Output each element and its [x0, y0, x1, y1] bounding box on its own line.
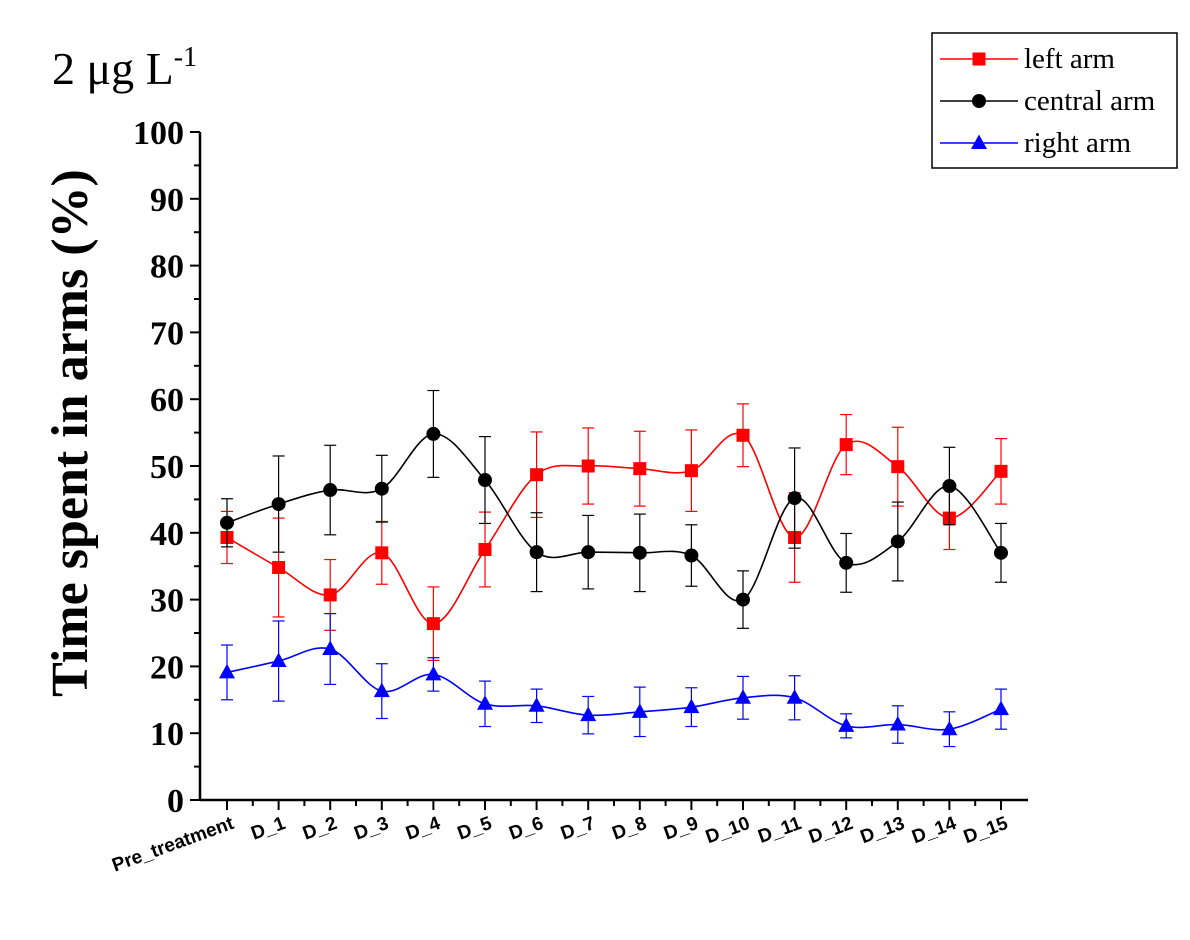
left-arm-line	[226, 432, 1002, 625]
x-tick-label: D_2	[300, 813, 340, 845]
y-axis-title: Time spent in arms (%)	[42, 169, 99, 697]
right-arm-point	[683, 698, 700, 714]
y-tick-label: 100	[133, 115, 184, 152]
y-tick-label: 60	[150, 382, 184, 419]
central-arm-point	[323, 483, 338, 498]
legend-item-right-arm: right arm	[940, 127, 1132, 159]
right-arm-point	[941, 720, 958, 736]
legend-marker-left-arm	[972, 52, 986, 66]
x-axis-ticks: Pre_treatment D_1 D_2 D_3 D_4 D_5 D_6 D_7 D_8 D_9…	[109, 800, 1011, 876]
y-tick-label: 0	[167, 783, 184, 820]
legend-label-right-arm: right arm	[1024, 127, 1132, 159]
x-tick-label: D_3	[352, 813, 392, 845]
central-arm-point	[736, 592, 750, 607]
central-arm-point	[220, 515, 234, 530]
right-arm-point	[786, 689, 803, 704]
right-arm-point	[477, 695, 493, 710]
central-arm-point	[478, 473, 492, 488]
x-tick-label: D_13	[858, 813, 908, 848]
y-axis-ticks: 0 10 20 30 40 50 60 70 80 90 100	[133, 115, 200, 820]
x-tick-label: D_8	[610, 813, 650, 845]
series-right-arm	[219, 613, 1009, 748]
right-arm-line	[226, 647, 1002, 731]
chart-title-superscript: -1	[174, 42, 197, 73]
central-arm-point	[426, 426, 441, 441]
left-arm-point	[684, 464, 698, 478]
right-arm-point	[735, 689, 751, 704]
right-arm-point	[631, 703, 648, 718]
x-tick-label: Pre_treatment	[109, 813, 237, 877]
left-arm-point	[323, 588, 337, 602]
x-tick-label: D_5	[455, 813, 495, 845]
x-tick-label: D_4	[403, 813, 443, 845]
x-tick-label: D_10	[703, 813, 753, 848]
y-tick-label: 30	[150, 583, 184, 620]
right-arm-point	[580, 706, 597, 722]
legend-label-left-arm: left arm	[1024, 43, 1115, 75]
central-arm-line	[226, 433, 1002, 602]
right-arm-point	[322, 640, 339, 656]
right-arm-point	[270, 652, 287, 668]
central-arm-point	[684, 548, 699, 563]
right-arm-point	[838, 717, 855, 732]
left-arm-point	[375, 546, 389, 560]
left-arm-point	[478, 543, 492, 556]
left-arm-point	[994, 464, 1008, 478]
right-arm-point	[373, 682, 390, 698]
right-arm-point	[993, 700, 1009, 716]
central-arm-point	[632, 545, 647, 560]
series-layer	[219, 389, 1009, 748]
x-tick-label: D_1	[248, 813, 288, 845]
central-arm-point	[994, 545, 1008, 560]
legend-marker-right-arm	[971, 134, 987, 149]
y-tick-label: 40	[150, 516, 184, 553]
series-left-arm	[220, 403, 1008, 661]
y-tick-label: 10	[150, 716, 184, 753]
x-tick-label: D_14	[909, 813, 959, 848]
x-tick-label: D_6	[506, 813, 546, 845]
central-arm-point	[890, 534, 905, 549]
y-tick-label: 70	[150, 315, 184, 352]
right-arm-point	[889, 716, 906, 731]
central-arm-point	[529, 545, 544, 560]
y-tick-label: 80	[150, 249, 184, 286]
right-arm-point	[528, 697, 545, 712]
legend-item-left-arm: left arm	[940, 43, 1115, 75]
left-arm-point	[633, 462, 647, 476]
right-arm-point	[219, 663, 235, 679]
x-tick-label: D_9	[661, 813, 701, 845]
central-arm-point	[839, 555, 854, 570]
legend-label-central-arm: central arm	[1024, 85, 1156, 117]
left-arm-point	[426, 617, 440, 631]
y-tick-label: 20	[150, 649, 184, 686]
x-tick-label: D_12	[806, 813, 856, 848]
left-arm-point	[736, 428, 750, 442]
legend-marker-central-arm	[972, 94, 986, 108]
central-arm-point	[374, 481, 389, 496]
legend-item-central-arm: central arm	[940, 85, 1156, 117]
legend: left arm central arm right arm	[931, 32, 1178, 169]
right-arm-point	[425, 665, 442, 681]
left-arm-point	[581, 459, 595, 473]
left-arm-point	[891, 460, 905, 474]
central-arm-point	[787, 491, 802, 506]
series-central-arm	[220, 389, 1008, 629]
central-arm-point	[271, 497, 286, 512]
x-tick-label: D_11	[755, 813, 804, 848]
x-tick-label: D_15	[961, 813, 1011, 848]
left-arm-point	[272, 561, 286, 575]
central-arm-point	[581, 545, 596, 560]
central-arm-point	[942, 479, 957, 494]
x-tick-label: D_7	[558, 813, 598, 845]
left-arm-point	[530, 468, 544, 482]
chart-title: 2 μg L-1	[52, 42, 197, 94]
y-tick-label: 50	[150, 449, 184, 486]
y-tick-label: 90	[150, 182, 184, 219]
left-arm-point	[839, 438, 853, 452]
